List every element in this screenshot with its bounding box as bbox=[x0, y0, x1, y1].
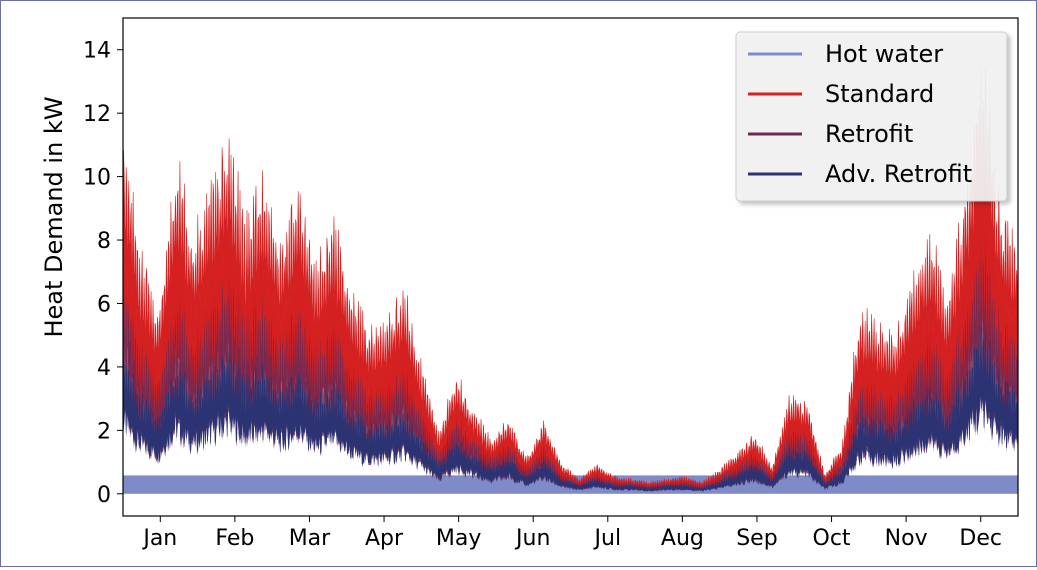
x-tick-label: Apr bbox=[365, 526, 404, 551]
x-tick-label: Nov bbox=[885, 526, 928, 551]
y-tick-label: 12 bbox=[83, 102, 111, 127]
x-tick-label: Jun bbox=[514, 526, 550, 551]
legend-entry: Retrofit bbox=[825, 120, 913, 148]
x-tick-label: May bbox=[436, 526, 481, 551]
legend-entry: Standard bbox=[825, 80, 934, 108]
x-tick-label: Feb bbox=[215, 526, 254, 551]
y-tick-label: 2 bbox=[97, 419, 111, 444]
x-tick-label: Sep bbox=[736, 526, 777, 551]
y-tick-label: 0 bbox=[97, 483, 111, 508]
y-tick-label: 14 bbox=[83, 39, 111, 64]
x-tick-label: Aug bbox=[661, 526, 704, 551]
y-axis-label: Heat Demand in kW bbox=[40, 96, 68, 337]
x-tick-label: Oct bbox=[813, 526, 851, 551]
x-tick-label: Dec bbox=[959, 526, 1002, 551]
y-tick-label: 4 bbox=[97, 356, 111, 381]
series-adv-retrofit bbox=[123, 326, 1018, 492]
plot-border bbox=[122, 17, 1019, 517]
x-tick-label: Jul bbox=[593, 526, 622, 551]
x-tick-label: Jan bbox=[141, 526, 177, 551]
y-tick-label: 6 bbox=[97, 292, 111, 317]
y-tick-label: 8 bbox=[97, 229, 111, 254]
legend-entry: Adv. Retrofit bbox=[825, 160, 972, 188]
legend-box bbox=[735, 31, 1008, 202]
x-tick-label: Mar bbox=[289, 526, 331, 551]
legend-entry: Hot water bbox=[825, 40, 943, 68]
y-tick-label: 10 bbox=[83, 166, 111, 191]
